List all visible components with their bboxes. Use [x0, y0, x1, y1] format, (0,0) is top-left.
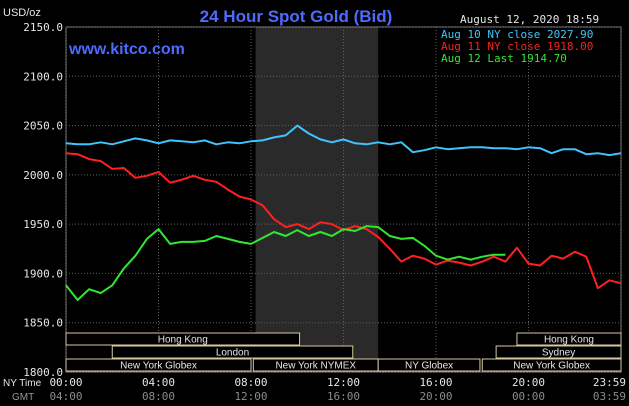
- y-tick-label: 1900.0: [23, 267, 63, 280]
- x-tick-label-gmt: 16:00: [327, 390, 360, 403]
- session-bar: [65, 332, 301, 346]
- y-tick-label: 2050.0: [23, 120, 63, 133]
- y-tick-label: 2000.0: [23, 169, 63, 182]
- session-bar: [495, 345, 622, 359]
- x-tick-label-gmt: 04:00: [49, 390, 82, 403]
- axis-layer: 1800.0 1850.0 1900.0 1950.0 2000.0 2050.0 2100…: [23, 21, 626, 403]
- chart-title: 24 Hour Spot Gold (Bid): [200, 7, 393, 26]
- session-label: NY Globex: [405, 361, 453, 372]
- x-tick-label-gmt: 08:00: [142, 390, 175, 403]
- series-line-1: [65, 124, 622, 157]
- unit-label: USD/oz: [3, 7, 41, 19]
- session-bar: [65, 358, 252, 372]
- y-tick-label: 2150.0: [23, 21, 63, 34]
- legend-entry: Aug 11 NY close 1918.00: [441, 40, 593, 53]
- session-label: New York Globex: [120, 361, 197, 372]
- y-tick-label: 2100.0: [23, 70, 63, 83]
- nymex-shade-layer: [255, 27, 379, 372]
- ny-time-caption: NY Time: [3, 378, 42, 389]
- x-tick-label-gmt: 12:00: [234, 390, 267, 403]
- legend-entry: Aug 12 Last 1914.70: [441, 52, 567, 65]
- session-label: Hong Kong: [544, 335, 594, 346]
- y-tick-label: 1800.0: [23, 366, 63, 379]
- x-tick-label-ny: 16:00: [419, 376, 452, 389]
- session-bar: [111, 345, 354, 359]
- y-tick-label: 1950.0: [23, 218, 63, 231]
- session-label: London: [216, 348, 249, 359]
- legend-entry: Aug 10 NY close 2027.90: [441, 28, 593, 41]
- y-tick-label: 1850.0: [23, 317, 63, 330]
- legend: Aug 10 NY close 2027.90 Aug 11 NY close …: [441, 28, 593, 65]
- session-label: Hong Kong: [158, 335, 208, 346]
- x-tick-label-ny: 00:00: [49, 376, 82, 389]
- x-tick-label-gmt: 20:00: [419, 390, 452, 403]
- x-tick-label-ny: 23:59: [593, 376, 626, 389]
- x-tick-label-ny: 08:00: [234, 376, 267, 389]
- x-tick-label-ny: 12:00: [327, 376, 360, 389]
- session-bars-layer: Hong Kong Hong Kong London Sydney New York G…: [65, 332, 622, 372]
- session-label: New York NYMEX: [275, 361, 356, 372]
- watermark: www.kitco.com: [68, 41, 185, 58]
- gmt-caption: GMT: [12, 392, 34, 403]
- session-bar: [377, 358, 481, 372]
- session-label: Sydney: [542, 348, 575, 359]
- grid-layer: [65, 26, 622, 373]
- x-tick-label-gmt: 03:59: [593, 390, 626, 403]
- x-tick-label-gmt: 00:00: [512, 390, 545, 403]
- series-layer: [65, 124, 622, 301]
- nymex-shade: [255, 27, 379, 372]
- x-tick-label-ny: 20:00: [512, 376, 545, 389]
- session-bar: [481, 358, 622, 372]
- series-line-3: [65, 225, 506, 301]
- session-label: New York Globex: [513, 361, 590, 372]
- date-time-label: August 12, 2020 18:59: [460, 13, 599, 26]
- x-tick-label-ny: 04:00: [142, 376, 175, 389]
- session-bar: [516, 332, 622, 346]
